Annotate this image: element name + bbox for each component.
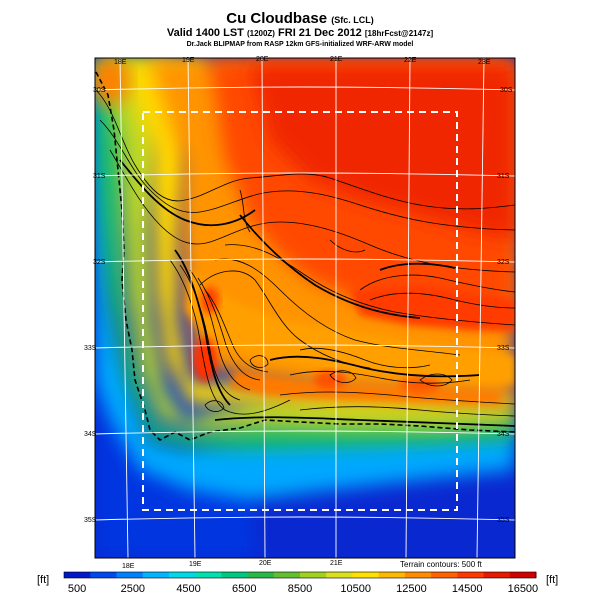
lat-label: 33S — [497, 345, 510, 352]
lat-label: 31S — [497, 173, 510, 180]
colorbar-tick-label: 2500 — [121, 583, 145, 595]
colorbar-swatch — [378, 572, 406, 578]
colorbar-swatch — [195, 572, 222, 578]
lat-labels-left: 30S 31S 32S 33S 34S 35S — [84, 87, 106, 524]
colorbar-swatch — [168, 572, 196, 578]
coastline — [95, 71, 515, 441]
lat-label: 35S — [497, 517, 510, 524]
colorbar-tick-label: 8500 — [288, 583, 312, 595]
colorbar-tick-label: 14500 — [452, 583, 483, 595]
map-title: Cu Cloudbase (Sfc. LCL) — [226, 10, 374, 27]
lat-label: 32S — [497, 259, 510, 266]
colorbar-swatch — [326, 572, 353, 578]
colorbar-swatch — [431, 572, 458, 578]
colorbar-swatch — [273, 572, 301, 578]
lat-label: 34S — [84, 431, 97, 438]
lon-label: 19E — [189, 561, 202, 568]
colorbar-tick-label: 16500 — [508, 583, 539, 595]
lon-labels-top: 18E 19E 20E 21E 22E 23E — [114, 56, 491, 66]
colorbar-tick-label: 4500 — [176, 583, 200, 595]
terrain-contours — [95, 89, 515, 417]
lat-label: 34S — [497, 431, 510, 438]
colorbar-swatch — [509, 572, 537, 578]
lat-label: 32S — [93, 259, 106, 266]
model-credit: Dr.Jack BLIPMAP from RASP 12km GFS-initi… — [186, 41, 414, 48]
colorbar-swatch — [483, 572, 511, 578]
map-subtitle: Valid 1400 LST (1200Z) FRI 21 Dec 2012 [… — [166, 27, 434, 39]
cloudbase-field — [95, 58, 515, 558]
colorbar-swatch — [352, 572, 380, 578]
lon-label: 19E — [182, 57, 195, 64]
colorbar-swatch — [221, 572, 249, 578]
lon-labels-bottom: 18E 19E 20E 21E — [122, 560, 343, 570]
lat-label: 35S — [84, 517, 97, 524]
colorbar-tick-label: 500 — [68, 583, 86, 595]
lat-label: 33S — [84, 345, 97, 352]
colorbar-swatch — [116, 572, 144, 578]
colorbar-swatch — [142, 572, 170, 578]
colorbar-unit-left: [ft] — [37, 574, 49, 586]
graticule — [95, 58, 515, 558]
lon-label: 20E — [256, 56, 269, 63]
colorbar-tick-label: 12500 — [396, 583, 427, 595]
colorbar-ticks: 500 2500 4500 6500 8500 10500 12500 14500 16500 — [68, 583, 538, 595]
lon-label: 20E — [259, 560, 272, 567]
colorbar-swatch — [90, 572, 117, 578]
lat-label: 31S — [93, 173, 106, 180]
colorbar-tick-label: 10500 — [340, 583, 371, 595]
colorbar-swatch — [404, 572, 432, 578]
colorbar — [63, 571, 537, 579]
map-frame — [94, 57, 516, 559]
inner-domain-box — [142, 111, 458, 511]
lat-label: 30S — [500, 87, 513, 94]
terrain-contours-heavy — [119, 159, 515, 427]
colorbar-frame — [63, 571, 537, 579]
colorbar-swatch — [64, 572, 91, 578]
colorbar-swatch — [300, 572, 327, 578]
colorbar-swatch — [457, 572, 485, 578]
colorbar-tick-label: 6500 — [232, 583, 256, 595]
colorbar-swatch — [247, 572, 275, 578]
colorbar-unit-right: [ft] — [546, 574, 558, 586]
lon-label: 18E — [122, 563, 135, 570]
lon-label: 18E — [114, 59, 127, 66]
terrain-contour-note: Terrain contours: 500 ft — [400, 560, 483, 569]
lon-label: 21E — [330, 560, 343, 567]
lat-labels-right: 30S 31S 32S 33S 34S 35S — [497, 87, 513, 524]
lon-label: 22E — [404, 57, 417, 64]
lon-label: 21E — [330, 56, 343, 63]
lat-label: 30S — [93, 87, 106, 94]
lon-label: 23E — [478, 59, 491, 66]
